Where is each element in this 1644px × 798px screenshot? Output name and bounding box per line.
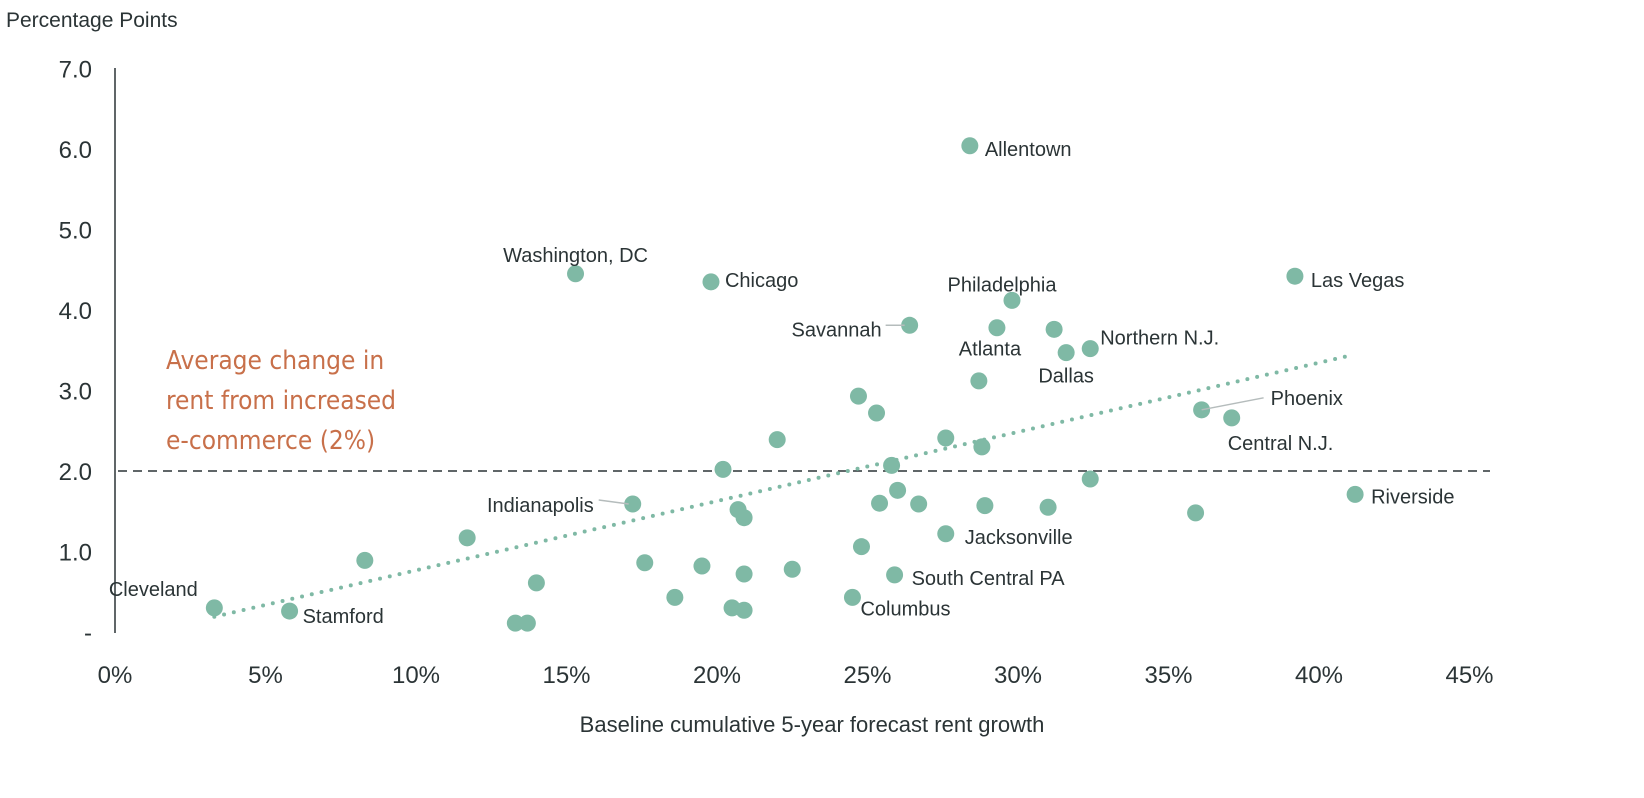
data-point [889,481,907,499]
data-point-dallas [1057,344,1075,362]
data-point [852,538,870,556]
data-point [970,372,988,390]
annotation-line: Average change in [166,346,384,376]
data-point-cleveland [205,599,223,617]
x-tick-label: 45% [1445,662,1493,689]
x-tick-label: 10% [392,662,440,689]
data-point-washington-dc [567,265,585,283]
point-label: Allentown [985,139,1072,161]
data-point-south-central-pa [886,566,904,584]
data-point-philadelphia [1003,291,1021,309]
point-label: Jacksonville [965,527,1073,549]
point-label: Cleveland [109,579,198,601]
data-point-chicago [702,273,720,291]
y-tick-label: 2.0 [59,459,92,486]
data-point [1039,498,1057,516]
annotation-line: e-commerce (2%) [166,426,375,456]
data-point [768,431,786,449]
y-tick-label: 1.0 [59,540,92,567]
x-tick-label: 0% [98,662,133,689]
data-point-jacksonville [937,525,955,543]
y-tick-label: 7.0 [59,57,92,84]
point-label: Dallas [1038,366,1094,388]
data-point [910,495,928,513]
data-point-central-n-j- [1223,409,1241,427]
data-point [937,429,955,447]
data-point [356,551,374,569]
data-points: Allentown Washington, DC Chicago Las Vegas P… [109,137,1454,632]
point-label: Riverside [1371,486,1454,508]
data-point [976,497,994,515]
data-point [871,494,889,512]
x-tick-label: 40% [1295,662,1343,689]
point-label: Washington, DC [503,245,648,267]
point-label: South Central PA [912,568,1066,590]
y-axis-title: Percentage Points [6,9,178,32]
point-label: Chicago [725,270,798,292]
x-tick-label: 25% [843,662,891,689]
x-axis-title: Baseline cumulative 5-year forecast rent… [580,712,1045,737]
data-point [506,614,524,632]
data-point [868,404,886,422]
y-tick-label: 6.0 [59,137,92,164]
data-point [518,614,536,632]
point-label: Atlanta [959,339,1022,361]
point-label: Central N.J. [1228,433,1334,455]
data-point [1081,470,1099,488]
point-label: Savannah [792,319,882,341]
data-point [735,601,753,619]
axes: - 1.0 2.0 3.0 4.0 5.0 6.0 7.0 0% 5% 10% 15% 20% 25% 30… [59,57,1494,690]
point-label: Philadelphia [947,274,1057,296]
data-point-indianapolis [624,495,642,513]
data-point [735,509,753,527]
data-point [458,529,476,547]
x-tick-label: 35% [1144,662,1192,689]
data-point [849,387,867,405]
x-tick-label: 5% [248,662,283,689]
y-tick-label: 4.0 [59,298,92,325]
point-label: Columbus [860,598,950,620]
x-tick-label: 15% [542,662,590,689]
data-point-allentown [961,137,979,155]
annotation-line: rent from increased [166,386,396,416]
leader-line [598,499,629,505]
data-point [783,560,801,578]
data-point [1045,320,1063,338]
data-point [883,456,901,474]
data-point [735,565,753,583]
data-point-columbus [843,588,861,606]
point-label: Phoenix [1271,388,1343,410]
data-point [527,574,545,592]
x-tick-label: 20% [693,662,741,689]
data-point-stamford [281,602,299,620]
data-point [973,438,991,456]
point-label: Indianapolis [487,495,594,517]
data-point [693,557,711,575]
data-point [666,588,684,606]
data-point-las-vegas [1286,267,1304,285]
point-label: Las Vegas [1311,270,1404,292]
data-point [636,554,654,572]
y-tick-label: 5.0 [59,218,92,245]
x-tick-label: 30% [994,662,1042,689]
point-label: Northern N.J. [1100,328,1219,350]
leader-line [1201,397,1264,411]
point-label: Stamford [303,606,384,628]
data-point-northern-n-j- [1081,340,1099,358]
data-point-savannah [901,316,919,334]
y-tick-label: - [84,620,92,647]
data-point [1187,504,1205,522]
average-change-annotation: Average change in rent from increased e-co… [166,346,396,456]
data-point-riverside [1346,485,1364,503]
data-point-atlanta [988,319,1006,337]
y-tick-label: 3.0 [59,379,92,406]
data-point [714,460,732,478]
